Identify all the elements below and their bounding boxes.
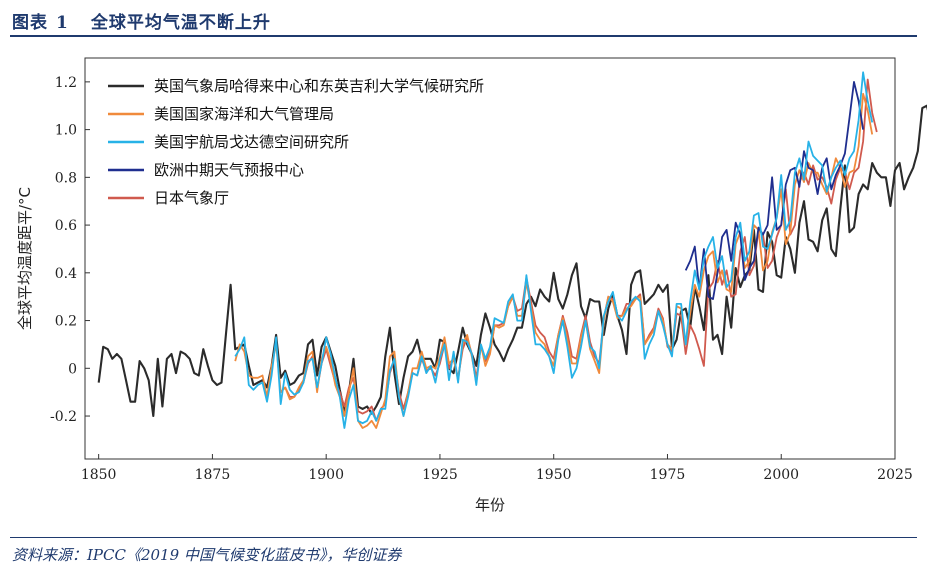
figure-title-text: 全球平均气温不断上升 xyxy=(90,13,271,33)
x-axis-label: 年份 xyxy=(475,496,505,514)
legend-label: 欧洲中期天气预报中心 xyxy=(154,161,304,179)
y-tick-label: 0.2 xyxy=(55,314,77,330)
figure-label: 图表 xyxy=(12,13,48,33)
plot-frame xyxy=(84,57,896,460)
series-lines xyxy=(97,71,927,429)
series-line-0 xyxy=(97,104,927,418)
legend-label: 美国宇航局戈达德空间研究所 xyxy=(154,133,349,151)
series-line-3 xyxy=(684,81,864,301)
legend: 英国气象局哈得来中心和东英吉利大学气候研究所美国国家海洋和大气管理局美国宇航局戈… xyxy=(108,77,484,207)
axes: 1850 1875 1900 1925 1950 1975 2000 2025 -0.2 0 0.2… xyxy=(50,57,913,483)
figure-title: 图表 1 全球平均气温不断上升 xyxy=(12,8,271,33)
x-tick-label: 1975 xyxy=(650,467,686,483)
y-tick-label: 0 xyxy=(68,361,77,377)
legend-label: 美国国家海洋和大气管理局 xyxy=(154,105,334,123)
y-tick-label: 1.0 xyxy=(55,123,77,139)
y-tick-label: 0.4 xyxy=(55,266,77,282)
legend-label: 日本气象厅 xyxy=(154,189,229,207)
y-axis-label: 全球平均温度距平/°C xyxy=(16,187,34,330)
y-tick-label: 0.8 xyxy=(55,170,77,186)
y-tick-label: 1.2 xyxy=(55,75,77,91)
x-tick-label: 2025 xyxy=(877,467,913,483)
x-tick-label: 1900 xyxy=(308,467,344,483)
figure-number: 1 xyxy=(56,13,69,33)
y-tick-label: 0.6 xyxy=(55,218,77,234)
x-tick-label: 2000 xyxy=(763,467,799,483)
x-tick-label: 1925 xyxy=(422,467,458,483)
source-rule xyxy=(10,537,917,538)
x-tick-label: 1950 xyxy=(536,467,572,483)
y-tick-label: -0.2 xyxy=(50,409,77,425)
series-line-4 xyxy=(284,78,878,422)
x-tick-label: 1850 xyxy=(81,467,117,483)
title-rule xyxy=(10,35,917,37)
series-line-2 xyxy=(234,71,874,429)
x-tick-label: 1875 xyxy=(195,467,231,483)
legend-label: 英国气象局哈得来中心和东英吉利大学气候研究所 xyxy=(154,77,484,95)
source-note: 资料来源：IPCC《2019 中国气候变化蓝皮书》，华创证券 xyxy=(12,546,402,564)
